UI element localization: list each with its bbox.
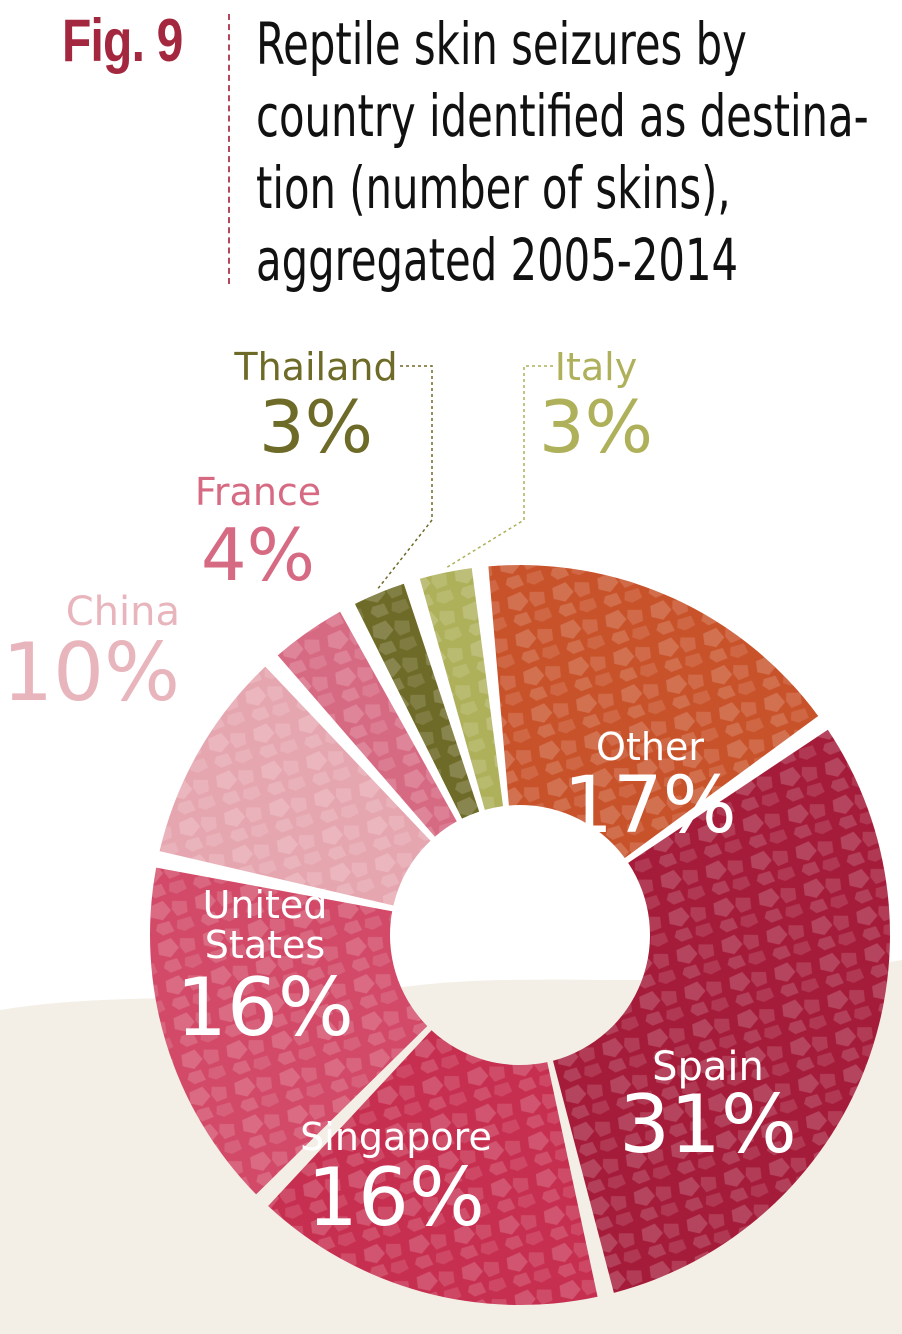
chart-title: Reptile skin seizures by country identif… [256, 8, 869, 296]
slice-texture-spain [552, 729, 890, 1293]
slice-texture-united-states [150, 867, 428, 1195]
chart-title-line: tion (number of skins), [256, 154, 731, 222]
slice-value-china: 10% [2, 626, 180, 719]
slice-label-singapore: Singapore [300, 1115, 492, 1159]
slice-value-other: 17% [563, 761, 736, 851]
slice-value-united-states: 16% [176, 961, 354, 1054]
chart-title-line: country identified as destina- [256, 82, 869, 150]
slice-texture-singapore [268, 1030, 598, 1305]
slice-value-singapore: 16% [307, 1151, 485, 1244]
figure-number: Fig. 9 [62, 7, 183, 74]
chart-title-line: aggregated 2005-2014 [256, 226, 739, 294]
leader-line-italy [444, 365, 553, 570]
slice-value-france: 4% [201, 513, 315, 597]
title-divider [228, 14, 230, 284]
slice-label-italy: Italy [555, 345, 637, 389]
chart-title-line: Reptile skin seizures by [256, 10, 747, 78]
slice-label-china: China [66, 589, 180, 635]
slice-texture-france [277, 611, 457, 837]
slice-value-thailand: 3% [259, 385, 373, 469]
slice-label-spain: Spain [652, 1044, 764, 1090]
slice-value-italy: 3% [539, 385, 653, 469]
slice-label-united-states: United [203, 883, 328, 927]
slice-texture-italy [419, 568, 504, 810]
slice-texture-china [159, 666, 431, 906]
slice-texture-other [488, 565, 819, 859]
slice-label-other: Other [596, 725, 704, 769]
slice-texture-thailand [354, 583, 480, 819]
slice-value-spain: 31% [619, 1078, 797, 1171]
slice-label-thailand: Thailand [233, 345, 397, 389]
slice-label-united-states: States [205, 923, 325, 967]
leader-line-thailand [376, 365, 433, 590]
slice-label-france: France [195, 470, 321, 514]
